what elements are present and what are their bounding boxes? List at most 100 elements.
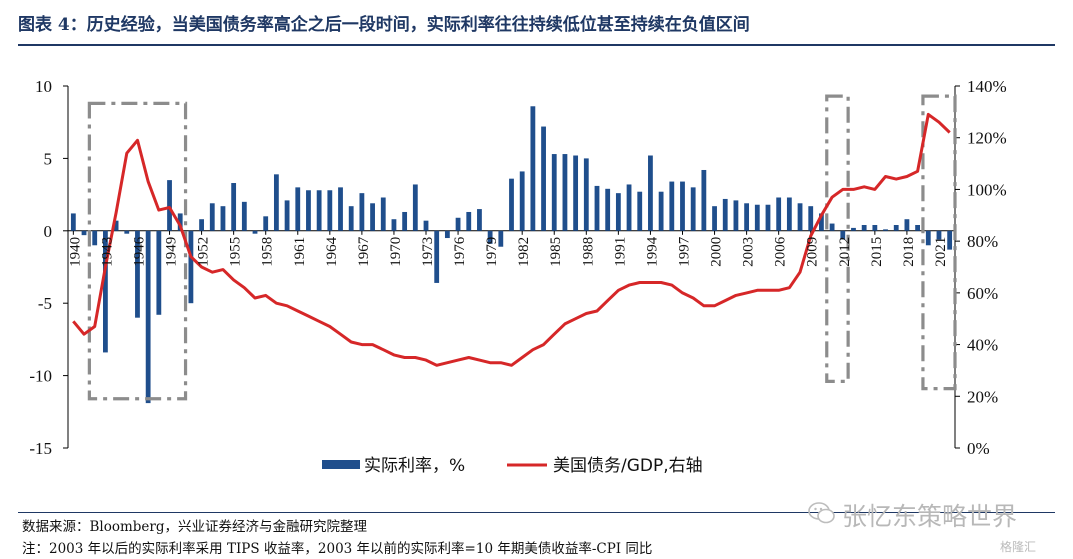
y-left-tick-label: -5 <box>38 294 52 313</box>
real-rate-bar <box>81 230 87 236</box>
y-right-tick-label: 0% <box>967 439 990 458</box>
real-rate-bar <box>70 213 76 231</box>
x-tick-label: 1994 <box>644 236 660 266</box>
real-rate-bar <box>765 204 771 231</box>
real-rate-bar <box>509 178 514 231</box>
real-rate-bar <box>883 229 888 231</box>
real-rate-bar <box>712 206 717 231</box>
real-rate-bar <box>231 183 237 231</box>
real-rate-bar <box>124 230 130 234</box>
real-rate-bar <box>648 155 653 231</box>
real-rate-bar <box>637 191 643 231</box>
y-left-tick-label: 5 <box>44 149 53 168</box>
real-rate-bar <box>851 227 856 231</box>
real-rate-bar <box>306 190 311 231</box>
highlight-boxes <box>87 94 957 401</box>
real-rate-bar <box>359 193 365 231</box>
chart: 10 5 0 -5 -10 -15 0% 20% 40% 60% 80% 100% 120% 140% 19… <box>29 77 1006 476</box>
x-tick-label: 1946 <box>131 236 147 266</box>
real-rate-bar <box>680 181 685 231</box>
highlight-box <box>825 94 850 383</box>
real-rate-bar <box>733 200 739 231</box>
real-rate-bar <box>722 198 728 231</box>
real-rate-bar <box>797 203 803 231</box>
real-rate-bar <box>102 230 108 353</box>
x-tick-label: 1976 <box>452 236 468 266</box>
x-tick-label: 2015 <box>869 237 885 267</box>
y-left-tick-label: -15 <box>29 439 52 458</box>
real-rate-bar <box>199 219 204 231</box>
real-rate-bar <box>167 180 172 231</box>
real-rate-bar <box>701 169 707 231</box>
legend-line-label: 美国债务/GDP,右轴 <box>553 456 703 476</box>
legend-bar-label: 实际利率，% <box>364 456 465 476</box>
x-tick-label: 1958 <box>260 237 276 267</box>
real-rate-bar <box>669 181 675 231</box>
x-tick-label: 1988 <box>580 237 596 267</box>
debt-gdp-line <box>72 112 951 367</box>
real-rate-bar <box>252 230 258 234</box>
real-rate-bar <box>284 200 290 231</box>
real-rate-bar <box>594 185 600 231</box>
real-rate-bar <box>273 174 279 231</box>
x-tick-label: 1985 <box>548 237 564 267</box>
real-rate-bar <box>188 230 194 304</box>
x-tick-label: 2000 <box>709 237 725 267</box>
real-rate-bar <box>498 230 504 247</box>
x-tick-label: 1970 <box>388 237 404 267</box>
real-rate-bar <box>786 197 792 231</box>
y-left-tick-label: -10 <box>29 367 52 386</box>
real-rate-bar <box>551 154 557 231</box>
x-tick-label: 2018 <box>901 237 917 267</box>
y-left-tick-label: 10 <box>35 77 52 96</box>
x-tick-label: 1997 <box>676 236 692 266</box>
real-rate-bar <box>434 230 440 283</box>
real-rate-bar <box>626 184 632 231</box>
y-right-tick-label: 40% <box>967 336 998 355</box>
methodology-note: 注：2003 年以后的实际利率采用 TIPS 收益率，2003 年以前的实际利率… <box>22 541 653 557</box>
real-rate-bar <box>615 193 621 231</box>
real-rate-bar <box>840 230 846 240</box>
x-tick-label: 1961 <box>292 237 308 267</box>
real-rate-bar <box>776 197 782 231</box>
x-tick-label: 1949 <box>164 237 180 267</box>
y-left-tick-label: 0 <box>44 222 53 241</box>
real-rate-bar <box>391 219 397 231</box>
real-rate-bar <box>295 187 301 231</box>
legend-bar-swatch <box>322 460 360 469</box>
axis-labels: 10 5 0 -5 -10 -15 0% 20% 40% 60% 80% 100% 120% 140% 19… <box>29 77 1006 458</box>
real-rate-bar <box>220 206 226 231</box>
real-rate-bar <box>872 225 878 231</box>
chart-title: 图表 4：历史经验，当美国债务率高企之后一段时间，实际利率往往持续低位甚至持续在… <box>18 15 750 35</box>
x-tick-label: 1943 <box>99 237 115 267</box>
legend: 实际利率，% 美国债务/GDP,右轴 <box>322 456 703 476</box>
real-rate-bar <box>562 154 568 231</box>
y-right-tick-label: 140% <box>967 77 1007 96</box>
real-rate-bar <box>455 217 461 231</box>
highlight-box <box>921 94 957 391</box>
real-rate-bar <box>92 230 98 246</box>
x-tick-label: 1964 <box>324 236 340 266</box>
x-tick-label: 1967 <box>356 236 372 266</box>
real-rate-bar <box>915 225 921 231</box>
x-tick-label: 2009 <box>805 237 821 267</box>
real-rate-bar <box>690 187 696 231</box>
real-rate-bar <box>444 230 450 239</box>
real-rate-bar <box>113 220 119 231</box>
real-rate-bar <box>541 126 546 231</box>
real-rate-bar <box>263 216 269 231</box>
real-rate-bar <box>819 213 824 231</box>
real-rate-bar <box>370 203 375 231</box>
real-rate-bar <box>348 206 354 231</box>
x-tick-label: 2021 <box>933 237 949 267</box>
real-rate-bar <box>412 184 418 231</box>
real-rate-bar <box>135 230 140 318</box>
real-rate-bar <box>605 188 611 231</box>
real-rate-bar <box>947 230 953 250</box>
real-rate-bar <box>423 220 429 231</box>
real-rate-bar <box>808 206 814 231</box>
real-rate-bar <box>925 230 931 246</box>
real-rate-bar <box>904 219 910 231</box>
source-note: 数据来源：Bloomberg，兴业证券经济与金融研究院整理 <box>22 519 368 535</box>
real-rate-bar <box>519 171 525 231</box>
